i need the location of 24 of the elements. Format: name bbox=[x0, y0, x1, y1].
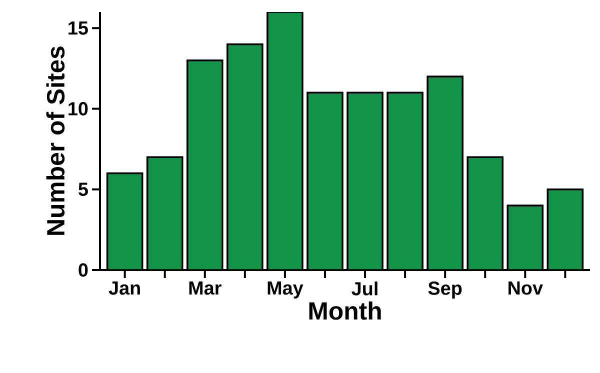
x-tick-label: Mar bbox=[189, 282, 222, 295]
bar bbox=[426, 76, 464, 270]
y-tick-label: 10 bbox=[68, 102, 88, 116]
y-tick-label: 15 bbox=[68, 22, 88, 35]
bar bbox=[466, 156, 504, 270]
bar bbox=[186, 59, 224, 270]
bar bbox=[506, 204, 544, 270]
x-tick-label: May bbox=[268, 282, 304, 298]
y-tick-label: 0 bbox=[78, 263, 88, 277]
bar bbox=[226, 43, 264, 270]
x-tick-label: Jul bbox=[352, 282, 378, 296]
x-tick-label: Nov bbox=[508, 282, 543, 295]
x-tick-label: Sep bbox=[428, 282, 462, 299]
bar bbox=[386, 92, 424, 270]
bar bbox=[306, 92, 344, 270]
y-tick-label: 5 bbox=[78, 182, 88, 196]
x-axis-title: Month bbox=[309, 302, 381, 320]
bar bbox=[546, 188, 584, 270]
y-axis-title: Number of Sites bbox=[46, 46, 65, 235]
bar bbox=[266, 12, 304, 270]
bar bbox=[146, 156, 184, 270]
bar bbox=[106, 172, 144, 270]
bar bbox=[346, 92, 384, 270]
x-tick-label: Jan bbox=[108, 282, 140, 295]
